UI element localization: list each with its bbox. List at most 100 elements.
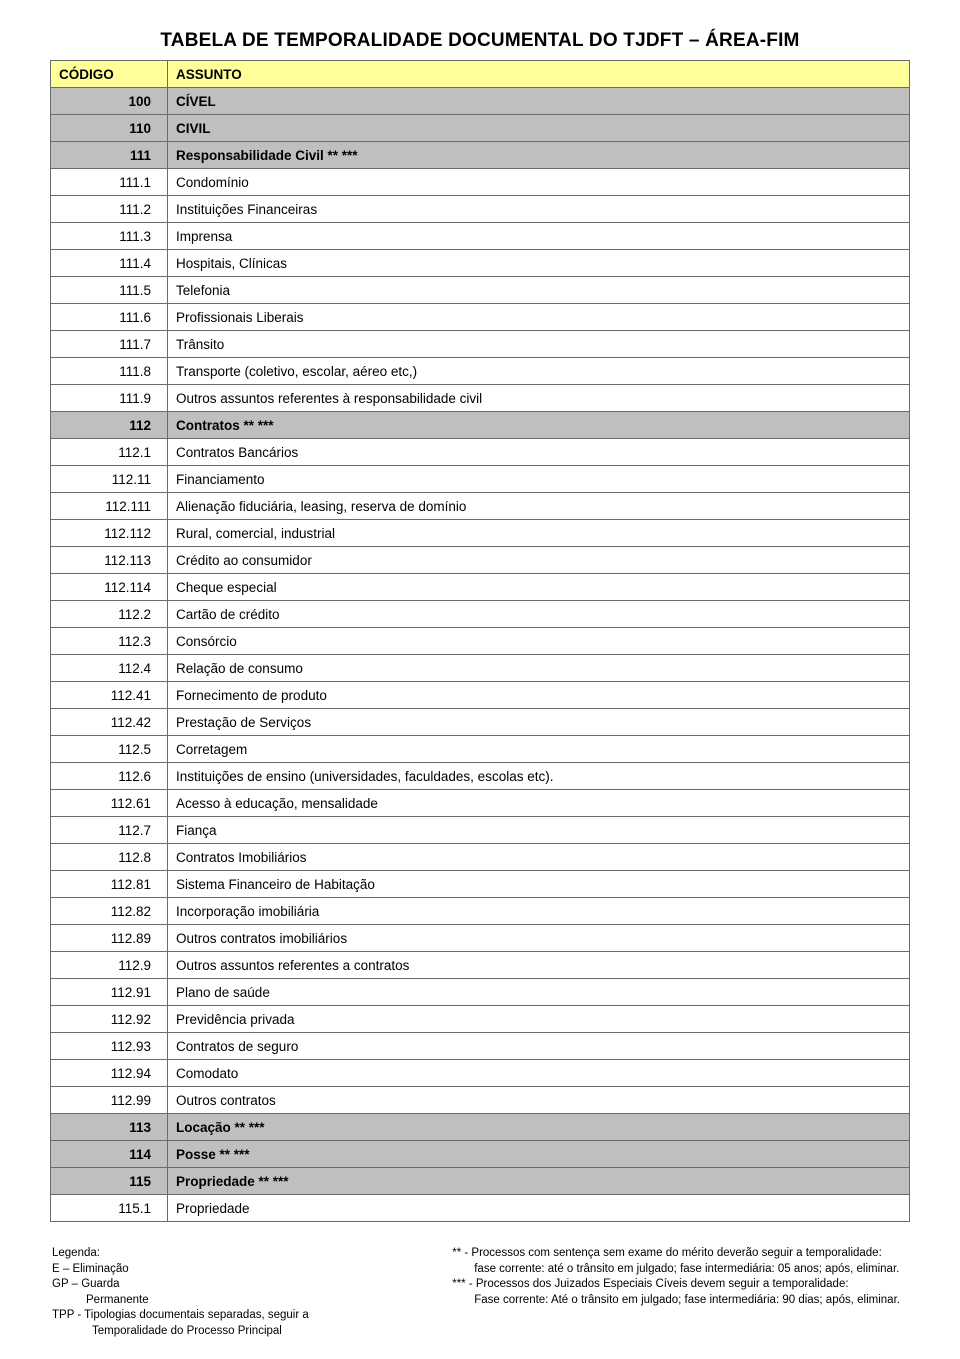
cell-code: 113 [51, 1114, 168, 1141]
footnote: fase corrente: até o trânsito em julgado… [452, 1262, 908, 1278]
table-row: 112.93Contratos de seguro [51, 1033, 910, 1060]
cell-code: 111.6 [51, 304, 168, 331]
page-title: TABELA DE TEMPORALIDADE DOCUMENTAL DO TJ… [50, 30, 910, 52]
table-row: 111.1Condomínio [51, 169, 910, 196]
cell-subject: Cartão de crédito [168, 601, 910, 628]
cell-code: 112.1 [51, 439, 168, 466]
cell-code: 112.4 [51, 655, 168, 682]
cell-code: 112.5 [51, 736, 168, 763]
table-row: 112.89Outros contratos imobiliários [51, 925, 910, 952]
table-row: 112.7Fiança [51, 817, 910, 844]
table-row: 112.8Contratos Imobiliários [51, 844, 910, 871]
cell-code: 111.5 [51, 277, 168, 304]
cell-code: 115 [51, 1168, 168, 1195]
cell-code: 112.9 [51, 952, 168, 979]
footnote: *** - Processos dos Juizados Especiais C… [452, 1277, 908, 1293]
table-row: 112.11Financiamento [51, 466, 910, 493]
cell-subject: Crédito ao consumidor [168, 547, 910, 574]
cell-subject: Propriedade [168, 1195, 910, 1222]
table-row: 112.112Rural, comercial, industrial [51, 520, 910, 547]
cell-code: 112.91 [51, 979, 168, 1006]
cell-subject: Outros assuntos referentes à responsabil… [168, 385, 910, 412]
table-row: 111Responsabilidade Civil ** *** [51, 142, 910, 169]
table-row: 111.4Hospitais, Clínicas [51, 250, 910, 277]
table-row: 112.42Prestação de Serviços [51, 709, 910, 736]
cell-subject: CÍVEL [168, 88, 910, 115]
table-row: 112.111Alienação fiduciária, leasing, re… [51, 493, 910, 520]
cell-subject: Contratos ** *** [168, 412, 910, 439]
legend-item: Temporalidade do Processo Principal [52, 1324, 440, 1340]
cell-subject: Condomínio [168, 169, 910, 196]
table-row: 112.4Relação de consumo [51, 655, 910, 682]
cell-subject: Instituições Financeiras [168, 196, 910, 223]
table-row: 112Contratos ** *** [51, 412, 910, 439]
th-subject: ASSUNTO [168, 61, 910, 88]
table-row: 112.81Sistema Financeiro de Habitação [51, 871, 910, 898]
cell-subject: Transporte (coletivo, escolar, aéreo etc… [168, 358, 910, 385]
cell-code: 112.111 [51, 493, 168, 520]
cell-subject: Comodato [168, 1060, 910, 1087]
cell-subject: Propriedade ** *** [168, 1168, 910, 1195]
table-row: 111.5Telefonia [51, 277, 910, 304]
cell-code: 112.114 [51, 574, 168, 601]
th-code: CÓDIGO [51, 61, 168, 88]
cell-code: 112.61 [51, 790, 168, 817]
table-row: 115.1Propriedade [51, 1195, 910, 1222]
cell-subject: Consórcio [168, 628, 910, 655]
table-row: 112.6Instituições de ensino (universidad… [51, 763, 910, 790]
cell-code: 100 [51, 88, 168, 115]
table-row: 111.3Imprensa [51, 223, 910, 250]
cell-subject: Alienação fiduciária, leasing, reserva d… [168, 493, 910, 520]
cell-code: 112.113 [51, 547, 168, 574]
table-row: 111.6Profissionais Liberais [51, 304, 910, 331]
legend-title: Legenda: [52, 1246, 440, 1262]
cell-subject: Responsabilidade Civil ** *** [168, 142, 910, 169]
cell-subject: Hospitais, Clínicas [168, 250, 910, 277]
table-row: 112.5Corretagem [51, 736, 910, 763]
cell-code: 111.9 [51, 385, 168, 412]
cell-subject: Acesso à educação, mensalidade [168, 790, 910, 817]
cell-subject: Rural, comercial, industrial [168, 520, 910, 547]
table-row: 112.61Acesso à educação, mensalidade [51, 790, 910, 817]
table-row: 112.41Fornecimento de produto [51, 682, 910, 709]
cell-subject: Locação ** *** [168, 1114, 910, 1141]
table-row: 113Locação ** *** [51, 1114, 910, 1141]
table-row: 112.91Plano de saúde [51, 979, 910, 1006]
cell-subject: Contratos de seguro [168, 1033, 910, 1060]
table-row: 112.82Incorporação imobiliária [51, 898, 910, 925]
footer-legend: Legenda: E – Eliminação GP – Guarda Perm… [52, 1246, 452, 1339]
table-row: 112.94Comodato [51, 1060, 910, 1087]
table-row: 114Posse ** *** [51, 1141, 910, 1168]
cell-subject: Prestação de Serviços [168, 709, 910, 736]
cell-code: 112.7 [51, 817, 168, 844]
cell-subject: Trânsito [168, 331, 910, 358]
cell-subject: Contratos Imobiliários [168, 844, 910, 871]
cell-code: 112.42 [51, 709, 168, 736]
table-row: 112.9Outros assuntos referentes a contra… [51, 952, 910, 979]
cell-subject: CIVIL [168, 115, 910, 142]
cell-subject: Previdência privada [168, 1006, 910, 1033]
legend-item: Permanente [52, 1293, 440, 1309]
cell-code: 112.89 [51, 925, 168, 952]
table-row: 112.3Consórcio [51, 628, 910, 655]
cell-subject: Telefonia [168, 277, 910, 304]
table-row: 111.9Outros assuntos referentes à respon… [51, 385, 910, 412]
cell-code: 111.8 [51, 358, 168, 385]
cell-code: 112.11 [51, 466, 168, 493]
cell-code: 111.7 [51, 331, 168, 358]
table-row: 112.99Outros contratos [51, 1087, 910, 1114]
cell-code: 112.99 [51, 1087, 168, 1114]
table-row: 111.7Trânsito [51, 331, 910, 358]
cell-subject: Fornecimento de produto [168, 682, 910, 709]
table-row: 111.8Transporte (coletivo, escolar, aére… [51, 358, 910, 385]
legend-item: E – Eliminação [52, 1262, 440, 1278]
cell-code: 112.41 [51, 682, 168, 709]
table-row: 112.92Previdência privada [51, 1006, 910, 1033]
cell-subject: Posse ** *** [168, 1141, 910, 1168]
table-row: 110CIVIL [51, 115, 910, 142]
cell-subject: Financiamento [168, 466, 910, 493]
footnote: ** - Processos com sentença sem exame do… [452, 1246, 908, 1262]
table-row: 112.1Contratos Bancários [51, 439, 910, 466]
footer: Legenda: E – Eliminação GP – Guarda Perm… [50, 1246, 910, 1339]
cell-code: 110 [51, 115, 168, 142]
